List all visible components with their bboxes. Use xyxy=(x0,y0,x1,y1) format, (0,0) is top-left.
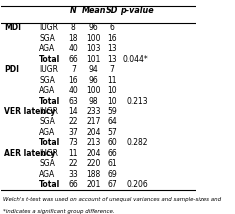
Text: 7: 7 xyxy=(71,65,76,74)
Text: 6: 6 xyxy=(110,23,115,32)
Text: p-value: p-value xyxy=(120,6,153,15)
Text: 40: 40 xyxy=(68,86,78,95)
Text: 60: 60 xyxy=(107,138,117,147)
Text: 96: 96 xyxy=(89,23,99,32)
Text: 201: 201 xyxy=(86,180,101,189)
Text: 13: 13 xyxy=(107,55,117,64)
Text: 98: 98 xyxy=(89,97,98,106)
Text: 66: 66 xyxy=(68,55,78,64)
Text: AGA: AGA xyxy=(39,44,55,53)
Text: AGA: AGA xyxy=(39,86,55,95)
Text: 61: 61 xyxy=(107,159,117,168)
Text: SGA: SGA xyxy=(39,34,55,43)
Text: 100: 100 xyxy=(86,34,101,43)
Text: 14: 14 xyxy=(69,107,78,116)
Text: 18: 18 xyxy=(69,34,78,43)
Text: 188: 188 xyxy=(87,170,101,179)
Text: 0.044*: 0.044* xyxy=(122,55,148,64)
Text: Total: Total xyxy=(39,97,61,106)
Text: AER latency: AER latency xyxy=(4,149,56,158)
Text: 13: 13 xyxy=(107,44,117,53)
Text: 233: 233 xyxy=(86,107,101,116)
Text: PDI: PDI xyxy=(4,65,19,74)
Text: 11: 11 xyxy=(107,76,117,85)
Text: 63: 63 xyxy=(68,97,78,106)
Text: 40: 40 xyxy=(68,44,78,53)
Text: AGA: AGA xyxy=(39,170,55,179)
Text: 8: 8 xyxy=(71,23,76,32)
Text: IUGR: IUGR xyxy=(39,65,58,74)
Text: 37: 37 xyxy=(68,128,78,137)
Text: 64: 64 xyxy=(107,117,117,126)
Text: 0.206: 0.206 xyxy=(126,180,148,189)
Text: 100: 100 xyxy=(86,86,101,95)
Text: 59: 59 xyxy=(107,107,117,116)
Text: 69: 69 xyxy=(107,170,117,179)
Text: 66: 66 xyxy=(68,180,78,189)
Text: 96: 96 xyxy=(89,76,99,85)
Text: Total: Total xyxy=(39,55,61,64)
Text: 57: 57 xyxy=(107,128,117,137)
Text: Total: Total xyxy=(39,180,61,189)
Text: 94: 94 xyxy=(89,65,99,74)
Text: 220: 220 xyxy=(86,159,101,168)
Text: 67: 67 xyxy=(107,180,117,189)
Text: 217: 217 xyxy=(86,117,101,126)
Text: 11: 11 xyxy=(69,149,78,158)
Text: Welch's t-test was used on account of unequal variances and sample-sizes and: Welch's t-test was used on account of un… xyxy=(3,197,221,202)
Text: IUGR: IUGR xyxy=(39,107,58,116)
Text: SGA: SGA xyxy=(39,159,55,168)
Text: 204: 204 xyxy=(86,149,101,158)
Text: 16: 16 xyxy=(107,34,117,43)
Text: 7: 7 xyxy=(110,65,115,74)
Text: Mean: Mean xyxy=(82,6,106,15)
Text: IUGR: IUGR xyxy=(39,23,58,32)
Text: VER latency: VER latency xyxy=(4,107,56,116)
Text: 103: 103 xyxy=(86,44,101,53)
Text: Total: Total xyxy=(39,138,61,147)
Text: 22: 22 xyxy=(69,159,78,168)
Text: 0.282: 0.282 xyxy=(126,138,148,147)
Text: 16: 16 xyxy=(69,76,78,85)
Text: *indicates a significant group difference.: *indicates a significant group differenc… xyxy=(3,209,115,214)
Text: 101: 101 xyxy=(86,55,101,64)
Text: 213: 213 xyxy=(86,138,101,147)
Text: N: N xyxy=(70,6,77,15)
Text: SGA: SGA xyxy=(39,76,55,85)
Text: SGA: SGA xyxy=(39,117,55,126)
Text: SD: SD xyxy=(106,6,118,15)
Text: 10: 10 xyxy=(107,97,117,106)
Text: 204: 204 xyxy=(86,128,101,137)
Text: IUGR: IUGR xyxy=(39,149,58,158)
Text: 73: 73 xyxy=(68,138,78,147)
Text: 33: 33 xyxy=(68,170,78,179)
Text: 10: 10 xyxy=(107,86,117,95)
Text: MDI: MDI xyxy=(4,23,21,32)
Text: 0.213: 0.213 xyxy=(126,97,148,106)
Text: AGA: AGA xyxy=(39,128,55,137)
Text: 22: 22 xyxy=(69,117,78,126)
Text: 66: 66 xyxy=(107,149,117,158)
